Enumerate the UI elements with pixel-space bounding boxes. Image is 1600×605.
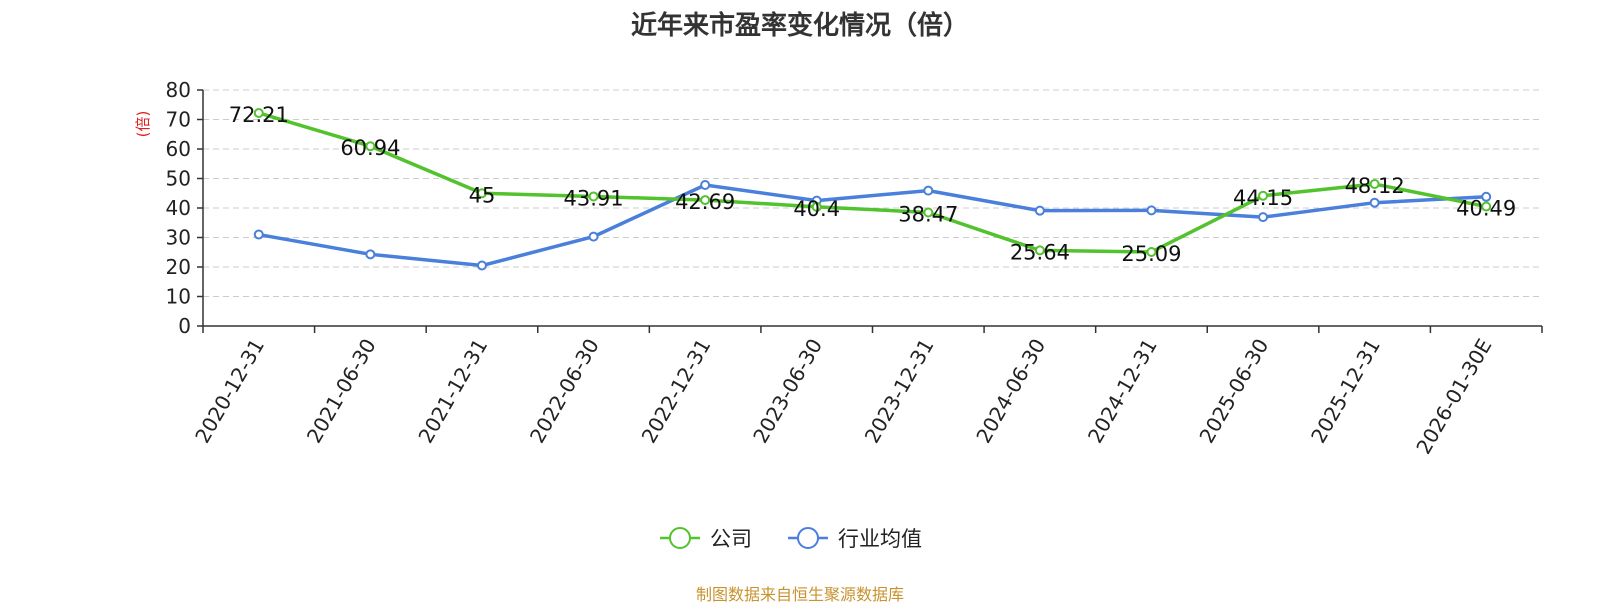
data-point[interactable]: [923, 185, 934, 196]
data-label: 60.94: [340, 136, 400, 160]
data-point[interactable]: [253, 107, 264, 118]
data-label: 25.64: [1010, 240, 1070, 264]
y-tick-labels: 0 10 20 30 40 50 60 70 80: [166, 78, 191, 338]
data-point[interactable]: [365, 249, 376, 260]
series-layer: [253, 107, 1492, 271]
y-tick-label: 40: [166, 196, 191, 220]
data-point[interactable]: [1034, 205, 1045, 216]
y-tick-label: 60: [166, 137, 191, 161]
axes: [197, 89, 1543, 333]
data-point[interactable]: [1369, 197, 1380, 208]
x-tick-labels: 2020-12-31 2021-06-30 2021-12-31 2022-06-30…: [190, 335, 1496, 459]
data-labels: 72.21 60.94 45 43.91 42.69 40.4 38.47 25.64 25.0…: [229, 103, 1517, 266]
data-point[interactable]: [365, 141, 376, 152]
data-label: 45: [469, 183, 496, 207]
data-point[interactable]: [1146, 205, 1157, 216]
data-point[interactable]: [588, 191, 599, 202]
legend-item[interactable]: 公司: [660, 527, 752, 551]
chart-title: 近年来市盈率变化情况（倍）: [630, 11, 969, 41]
data-point[interactable]: [1369, 179, 1380, 190]
data-point[interactable]: [1481, 191, 1492, 202]
x-tick-label: 2021-06-30: [302, 335, 381, 448]
y-tick-label: 80: [166, 78, 191, 102]
x-tick-label: 2025-12-31: [1306, 335, 1385, 448]
data-point[interactable]: [1481, 201, 1492, 212]
y-tick-label: 70: [166, 108, 191, 132]
y-tick-label: 10: [166, 285, 191, 309]
data-label: 40.4: [793, 197, 840, 221]
data-label: 40.49: [1456, 197, 1516, 221]
y-tick-label: 0: [178, 314, 191, 338]
data-label: 38.47: [898, 203, 958, 227]
data-point[interactable]: [476, 188, 487, 199]
legend-marker: [669, 527, 691, 549]
legend-marker: [797, 527, 819, 549]
data-point[interactable]: [923, 207, 934, 218]
data-label: 44.15: [1233, 186, 1293, 210]
data-point[interactable]: [1034, 245, 1045, 256]
x-tick-label: 2026-01-30E: [1411, 335, 1496, 459]
y-tick-label: 30: [166, 226, 191, 250]
data-point[interactable]: [1258, 190, 1269, 201]
x-tick-label: 2021-12-31: [413, 335, 492, 448]
x-tick-label: 2024-12-31: [1083, 335, 1162, 448]
x-tick-label: 2020-12-31: [190, 335, 269, 448]
legend: 公司 行业均值: [660, 527, 922, 551]
y-tick-label: 50: [166, 167, 191, 191]
data-point[interactable]: [253, 229, 264, 240]
x-tick-label: 2025-06-30: [1194, 335, 1273, 448]
data-point[interactable]: [476, 260, 487, 271]
data-point[interactable]: [588, 231, 599, 242]
series-line-0: [258, 111, 1487, 254]
series-line-1: [258, 183, 1487, 268]
data-label: 42.69: [675, 190, 735, 214]
legend-label: 公司: [710, 527, 752, 551]
x-tick-label: 2023-12-31: [860, 335, 939, 448]
y-tick-label: 20: [166, 255, 191, 279]
data-label: 48.12: [1345, 174, 1405, 198]
source-note: 制图数据来自恒生聚源数据库: [695, 585, 904, 604]
data-point[interactable]: [700, 179, 711, 190]
legend-item[interactable]: 行业均值: [788, 527, 922, 551]
data-label: 72.21: [229, 103, 289, 127]
data-label: 43.91: [563, 186, 623, 210]
data-label: 25.09: [1121, 242, 1181, 266]
x-tick-label: 2023-06-30: [748, 335, 827, 448]
data-point[interactable]: [811, 201, 822, 212]
x-tick-label: 2024-06-30: [971, 335, 1050, 448]
y-axis-label: (倍): [134, 111, 152, 138]
data-point[interactable]: [700, 195, 711, 206]
data-point[interactable]: [1146, 246, 1157, 257]
legend-label: 行业均值: [838, 527, 922, 551]
x-tick-label: 2022-06-30: [525, 335, 604, 448]
data-point[interactable]: [1258, 212, 1269, 223]
grid-lines: [203, 89, 1542, 297]
x-tick-label: 2022-12-31: [637, 335, 716, 448]
